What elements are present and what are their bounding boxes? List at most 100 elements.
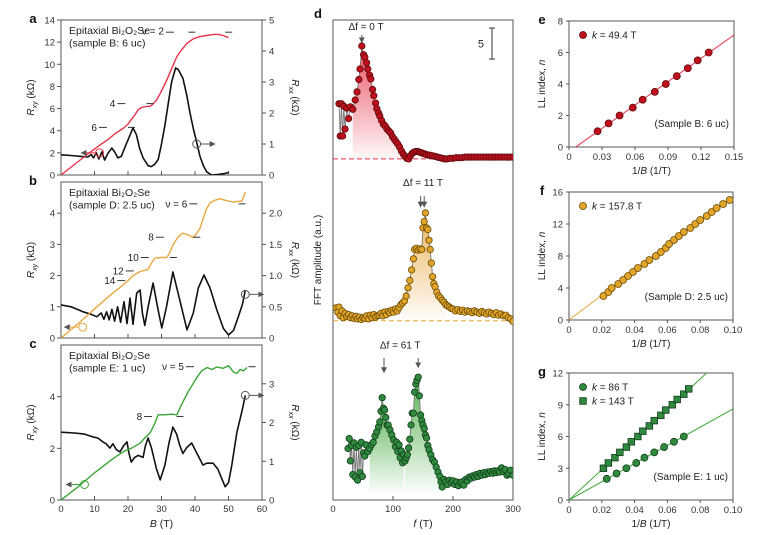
legend-marker [579, 383, 587, 391]
y-tick-label-left: 2 [50, 271, 55, 282]
data-point [410, 388, 419, 396]
data-point [407, 266, 416, 274]
axis-subscript: xx [287, 248, 294, 257]
panel-label: c [29, 336, 36, 351]
data-point [420, 218, 428, 226]
data-point [645, 422, 654, 430]
data-point [615, 111, 624, 120]
plateau-label: ν = 2 [142, 27, 164, 38]
data-point [683, 64, 692, 73]
y-tick-label: 6 [558, 432, 563, 443]
fit-area [569, 373, 733, 500]
data-point [428, 273, 437, 281]
y-tick-label-left: 0 [50, 334, 55, 345]
data-point [634, 432, 642, 441]
axis-unit: (kΩ) [289, 419, 300, 441]
scale-bar-label: 5 [478, 39, 484, 51]
x-tick-label: 0.10 [724, 325, 743, 336]
x-tick-label: 30 [156, 504, 167, 515]
data-point [355, 75, 363, 84]
axis-variable: n [537, 412, 548, 418]
x-tick-label: 20 [123, 504, 134, 515]
x-tick-label: 0.09 [659, 152, 678, 163]
y-tick-label: 4 [558, 80, 563, 91]
legend-text: = 143 T [597, 397, 634, 408]
data-point [403, 451, 411, 459]
data-point [645, 256, 654, 264]
x-tick-label: 0.08 [691, 505, 710, 516]
peak-annotation: Δf = 11 T [403, 178, 443, 189]
legend-label: k = 86 T [592, 383, 628, 394]
data-point [404, 444, 413, 452]
x-axis-label: f (T) [413, 518, 432, 530]
legend-text: = 49.4 T [597, 31, 637, 42]
y-tick-label-left: 14 [44, 16, 55, 27]
panel-g: g 0 0.02 0.04 0.06 0.08 0.10 0 3 6 9 12 1/B (1/T) LL … [537, 364, 743, 530]
x-tick-label: 0 [58, 504, 63, 515]
legend-label: k = 157.8 T [592, 202, 642, 213]
data-point [650, 448, 659, 457]
data-point [414, 373, 422, 381]
x-tick-label: 0.06 [658, 505, 677, 516]
legend-label: k = 143 T [592, 397, 634, 408]
data-point [367, 75, 375, 83]
fit-area [569, 196, 733, 320]
data-point [650, 87, 659, 96]
y-axis-label-right: Rxx (kΩ) [287, 404, 300, 440]
sample-note: (Sample D: 2.5 uc) [645, 292, 728, 303]
axis-subscript: xx [287, 411, 294, 420]
data-point [341, 125, 349, 133]
data-point [425, 236, 433, 244]
x-tick-label: 0.10 [724, 505, 743, 516]
y-tick-label-right: 1 [269, 457, 274, 468]
data-point [402, 292, 410, 300]
plateau-label: 14 [104, 276, 116, 287]
data-point [407, 421, 415, 429]
data-point [351, 96, 359, 104]
x-tick-label: 0 [566, 505, 571, 516]
data-point [662, 406, 670, 414]
data-point [679, 228, 688, 236]
y-tick-label-right: 2.0 [269, 209, 282, 220]
legend-marker [579, 397, 587, 405]
y-axis-label: LL index, n [537, 59, 548, 108]
plateau-label: 8 [137, 412, 143, 423]
peak-annotation: Δf = 61 T [380, 341, 421, 352]
x-tick-label: 0.04 [625, 325, 644, 336]
y-tick-label-left: 4 [50, 209, 55, 220]
x-tick-label: 0.15 [725, 152, 744, 163]
x-tick-label: 0 [566, 152, 571, 163]
y-tick-label: 8 [558, 17, 563, 28]
axis-label-part: (1/T) [647, 339, 671, 350]
data-point [404, 284, 412, 292]
y-tick-label: 12 [552, 220, 563, 231]
y-tick-label: 0 [558, 143, 563, 154]
axis-unit: (T) [157, 518, 173, 530]
y-axis-label: FFT amplitude (a.u.) [313, 215, 324, 305]
plot-frame [332, 19, 514, 501]
legend-marker [579, 31, 587, 39]
data-point [602, 474, 611, 483]
sample-note: (Sample B: 6 uc) [655, 119, 729, 130]
curves [61, 365, 248, 500]
x-axis-label: B (T) [150, 518, 173, 530]
data-point [422, 434, 431, 442]
axis-label-part: 1/ [632, 519, 641, 530]
sample-title: (sample B: 6 uc) [69, 38, 145, 50]
y-tick-label-right: 0.5 [269, 302, 282, 313]
data-point [599, 464, 608, 472]
sample-note: (Sample E: 1 uc) [654, 472, 728, 483]
data-point [712, 204, 721, 212]
y-tick-label-right: 0 [269, 334, 274, 345]
plateau-label: 6 [91, 123, 97, 134]
sample-title: Epitaxial Bi₂O₂Se [69, 187, 150, 199]
data-point [632, 459, 641, 467]
data-point [593, 127, 602, 136]
plateau-label: ν = 5 [162, 362, 184, 373]
y-tick-label-left: 6 [50, 104, 55, 115]
curves [61, 33, 229, 175]
data-point [353, 88, 361, 96]
y-tick-label-left: 1 [50, 302, 55, 313]
